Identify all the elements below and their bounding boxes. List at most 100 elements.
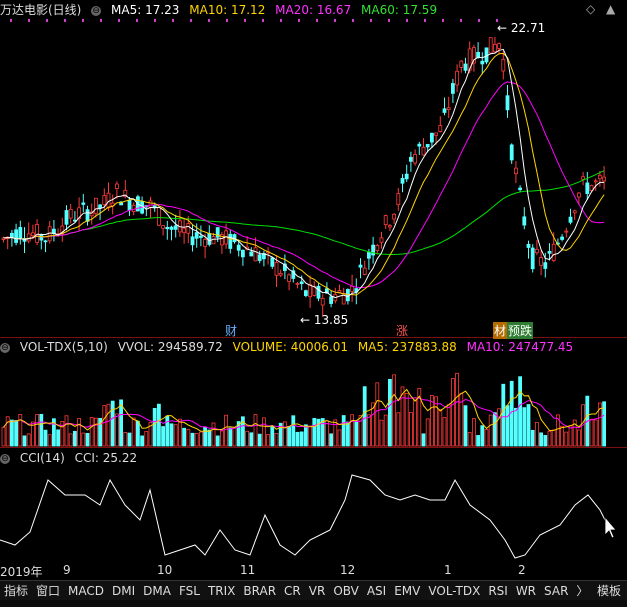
volume-bar <box>530 429 535 447</box>
tab-emv[interactable]: EMV <box>394 583 421 598</box>
volume-bar <box>467 432 472 447</box>
finance-marker[interactable]: 财 <box>225 324 238 338</box>
candle-body <box>572 210 577 214</box>
candle-body <box>127 199 132 211</box>
dotted-marker <box>298 19 300 22</box>
tab-fsl[interactable]: FSL <box>178 583 200 598</box>
tab-indicator[interactable]: 指标 <box>4 584 29 598</box>
candle-body <box>522 216 527 226</box>
volume-bar <box>408 412 413 447</box>
material-marker[interactable]: 材 <box>493 322 508 339</box>
volume-ma10-line <box>3 397 605 431</box>
dotted-marker <box>100 19 102 22</box>
dotted-marker <box>208 19 210 22</box>
rise-marker[interactable]: 涨 <box>396 324 409 338</box>
candle-body <box>228 233 233 249</box>
candle-body <box>249 251 254 257</box>
dotted-marker <box>370 19 372 22</box>
volume-bar <box>257 433 262 447</box>
volume-bar <box>156 403 161 447</box>
volume-bar <box>165 415 170 447</box>
tab-vol-tdx[interactable]: VOL-TDX <box>428 583 481 598</box>
dotted-marker <box>442 19 444 22</box>
tab-more-chevron-icon[interactable]: 〉 <box>576 584 589 598</box>
volume-bar <box>249 432 254 447</box>
volume-bar <box>543 435 548 447</box>
stock-title: 万达电影(日线) <box>0 3 82 17</box>
vvol-value: VVOL: 294589.72 <box>117 340 223 354</box>
candle-body <box>350 285 355 292</box>
candle-body <box>413 154 418 164</box>
volume-bar <box>287 426 292 447</box>
tab-rsi[interactable]: RSI <box>488 583 508 598</box>
candle-body <box>203 239 208 247</box>
volume-bar <box>463 405 468 447</box>
volume-bar <box>354 420 359 447</box>
tab-window[interactable]: 窗口 <box>36 584 61 598</box>
volume-bar <box>115 413 119 447</box>
candle-body <box>598 174 602 180</box>
candle-body <box>593 180 598 183</box>
candle-body <box>182 227 187 234</box>
volume-bar <box>333 419 338 447</box>
volume-bar <box>30 421 35 447</box>
candle-body <box>539 257 543 266</box>
tab-cr[interactable]: CR <box>284 583 301 598</box>
volume-bar <box>366 414 371 447</box>
collapse-icon[interactable]: ⊖ <box>0 453 10 464</box>
volume-bar <box>396 412 401 447</box>
volume-bar <box>577 429 581 447</box>
tab-trix[interactable]: TRIX <box>207 583 236 598</box>
template-button[interactable]: 模板 <box>596 584 621 598</box>
collapse-icon[interactable]: ⊖ <box>91 5 102 16</box>
tab-vr[interactable]: VR <box>308 583 326 598</box>
volume-bar <box>56 429 60 447</box>
tab-sar[interactable]: SAR <box>544 583 569 598</box>
diamond-icon[interactable]: ◇ <box>586 2 596 16</box>
volume-bar <box>64 415 69 447</box>
tab-asi[interactable]: ASI <box>366 583 387 598</box>
volume-bar <box>438 409 443 447</box>
tab-dmi[interactable]: DMI <box>112 583 136 598</box>
volume-bar <box>203 426 208 447</box>
volume-bar <box>161 426 166 447</box>
volume-bar <box>446 404 451 447</box>
ma60-line <box>3 170 605 255</box>
collapse-icon[interactable]: ⊖ <box>0 342 10 353</box>
volume-bar <box>14 420 19 447</box>
candle-body <box>425 144 430 148</box>
volume-bar <box>73 430 77 447</box>
candle-body <box>337 290 342 293</box>
low-price-label: ← 13.85 <box>300 313 349 327</box>
candle-body <box>530 247 535 270</box>
tab-dma[interactable]: DMA <box>143 583 171 598</box>
candle-body <box>324 288 329 294</box>
candle-body <box>589 185 594 191</box>
tab-brar[interactable]: BRAR <box>243 583 277 598</box>
volume-bar <box>556 414 560 447</box>
volume-bar <box>341 415 346 447</box>
candle-body <box>514 167 518 175</box>
candle-body <box>417 143 422 147</box>
candle-body <box>173 225 178 230</box>
tab-macd[interactable]: MACD <box>68 583 105 598</box>
volume-bar <box>190 432 195 447</box>
candle-body <box>371 244 376 256</box>
stock-chart[interactable] <box>0 0 627 580</box>
candle-body <box>39 234 44 241</box>
candle-body <box>366 252 371 259</box>
volume-bar <box>52 418 56 447</box>
tab-obv[interactable]: OBV <box>333 583 359 598</box>
tab-wr[interactable]: WR <box>515 583 537 598</box>
up-arrow-icon[interactable]: ▲ <box>606 2 616 16</box>
candle-body <box>442 108 447 113</box>
volume-bar <box>245 430 250 447</box>
volume-bar <box>35 414 39 447</box>
volume-bar <box>379 419 384 447</box>
volume-bar <box>421 433 426 447</box>
volume-bar <box>173 424 178 447</box>
forecast-drop-marker[interactable]: 预跌 <box>507 322 534 339</box>
volume-bar <box>564 431 569 447</box>
volume-ma5-line <box>3 388 605 432</box>
volume-bar <box>598 402 602 447</box>
